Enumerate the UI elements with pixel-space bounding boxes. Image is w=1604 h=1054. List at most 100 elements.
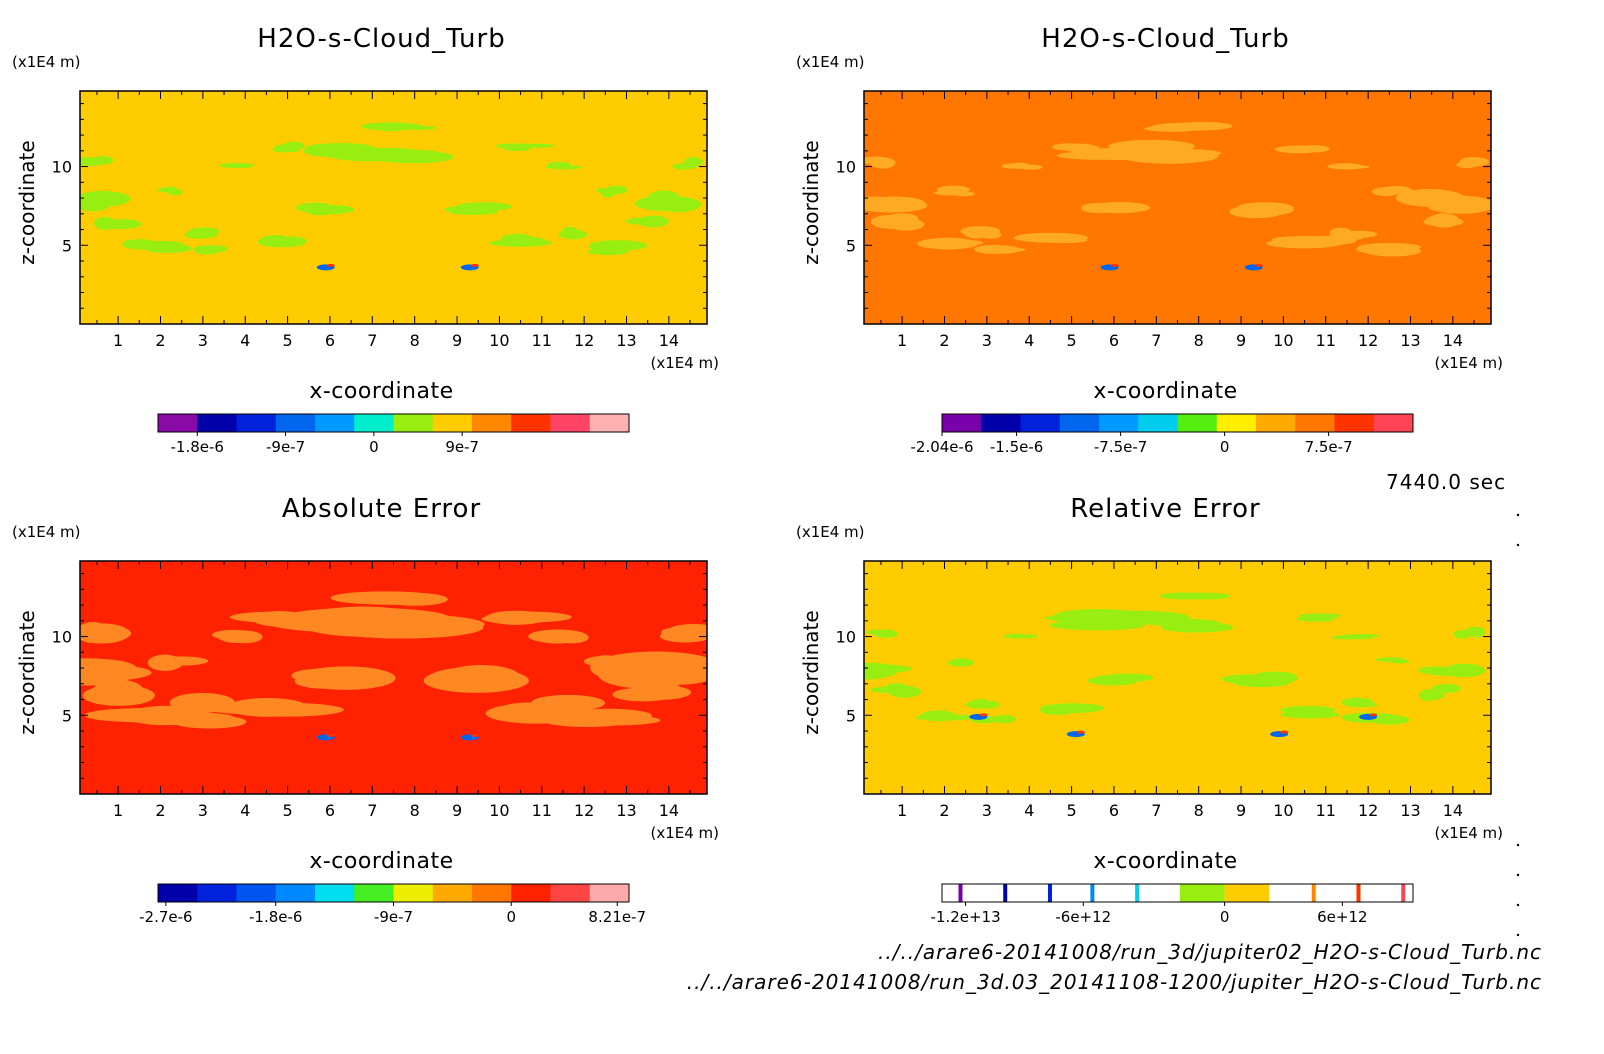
y-tick-label: 5 [846,706,856,725]
edge-dot [1516,933,1520,937]
field-patch [531,694,605,712]
field-patch [81,191,131,207]
edge-dot [1516,543,1520,547]
field-background [864,561,1491,794]
colorbar-swatch [942,884,1413,902]
x-tick-label: 7 [367,801,377,820]
colorbar-swatch [1256,414,1296,432]
field-anomaly [1076,730,1085,734]
field-anomaly [326,263,335,267]
field-patch [1443,663,1486,678]
field-patch [188,227,220,236]
field-anomaly [326,733,335,737]
colorbar-swatch [1356,884,1361,902]
field-patch [122,239,158,250]
colorbar-swatch [1224,884,1270,902]
field-patch [92,685,136,699]
x-tick-label: 3 [982,331,992,350]
field-patch [1266,238,1342,249]
panel-3: Absolute Error(x1E4 m)(x1E4 m)1 2 3 4 5 6 7 8 9 1… [12,494,719,926]
y-tick-label: 5 [62,236,72,255]
x-tick-label: 10 [489,331,509,350]
field-patch [1221,674,1267,684]
colorbar-swatch [472,414,512,432]
x-tick-label: 6 [325,331,335,350]
field-anomaly [1280,730,1289,734]
colorbar-swatch [511,884,551,902]
x-tick-label: 9 [1236,801,1246,820]
field-patch [864,664,912,673]
x-tick-label: 8 [1194,331,1204,350]
colorbar-swatch [1003,884,1008,902]
y-tick-label: 10 [836,628,856,647]
field-patch [310,613,485,635]
x-unit-label: (x1E4 m) [1434,824,1503,842]
field-patch [1019,164,1043,170]
field-patch [207,704,322,715]
field-patch [1465,626,1484,635]
field-patch [1281,146,1324,153]
colorbar-swatch [472,884,512,902]
field-patch [672,163,692,170]
field-patch [653,196,702,213]
colorbar-swatch [1047,884,1052,902]
colorbar-frame [157,413,630,433]
colorbar-swatch [236,884,277,902]
field-patch [1419,689,1437,702]
field-patch [1298,613,1328,618]
colorbar-tick-label: -7.5e-7 [1094,438,1147,456]
edge-dot [1516,843,1520,847]
colorbar-swatch [981,414,1021,432]
field-anomaly [979,713,988,717]
x-tick-label: 1 [113,801,123,820]
panel-1: H2O-s-Cloud_Turb(x1E4 m)(x1E4 m)1 2 3 4 5 6 7 8… [12,24,719,456]
colorbar-swatch [1216,414,1257,432]
field-patch [558,229,588,240]
colorbar-swatch [1334,414,1375,432]
x-tick-label: 3 [982,801,992,820]
x-unit-label: (x1E4 m) [650,824,719,842]
field-patch [282,141,305,150]
y-axis-label: z-coordinate [799,610,823,734]
panel-title: Relative Error [1070,494,1261,524]
footer-file-2: ../../arare6-20141008/run_3d.03_20141108… [686,970,1542,994]
field-anomaly [470,263,479,267]
field-patch [397,149,443,160]
colorbar-tick-label: 9e-7 [445,438,479,456]
colorbar-swatch [236,414,277,432]
y-unit-label: (x1E4 m) [796,53,865,71]
colorbar-frame [941,413,1414,433]
x-tick-label: 13 [616,801,636,820]
x-tick-label: 1 [897,801,907,820]
field-patch [91,156,114,165]
colorbar-tick-label: 0 [1220,438,1230,456]
colorbar-swatch [1099,414,1139,432]
field-patch [1159,592,1208,600]
field-patch [211,629,255,640]
x-tick-label: 12 [574,801,594,820]
colorbar: -1.8e-6 -9e-7 0 9e-7 [157,413,630,456]
x-axis-label: x-coordinate [309,379,453,404]
colorbar-tick-label: 7.5e-7 [1305,438,1353,456]
field-patch [1280,705,1336,715]
colorbar-tick-label: 0 [1220,908,1230,926]
x-tick-label: 14 [659,331,679,350]
x-tick-label: 13 [1400,331,1420,350]
field-patch [1255,203,1295,215]
colorbar-tick-label: -1.5e-6 [990,438,1043,456]
y-axis-label: z-coordinate [799,140,823,264]
field-patch [554,631,589,644]
panel-title: H2O-s-Cloud_Turb [257,24,505,54]
field-patch [1080,202,1116,214]
colorbar-tick-label: 0 [506,908,516,926]
x-tick-label: 1 [897,331,907,350]
x-tick-label: 2 [155,801,165,820]
field-patch [157,187,179,193]
colorbar-swatch [1373,414,1414,432]
colorbar-tick-label: -2.7e-6 [139,908,192,926]
field-patch [1150,122,1221,131]
field-patch [1338,230,1378,239]
field-patch [1043,615,1088,621]
field-patch [1431,684,1462,694]
colorbar-swatch [432,414,473,432]
